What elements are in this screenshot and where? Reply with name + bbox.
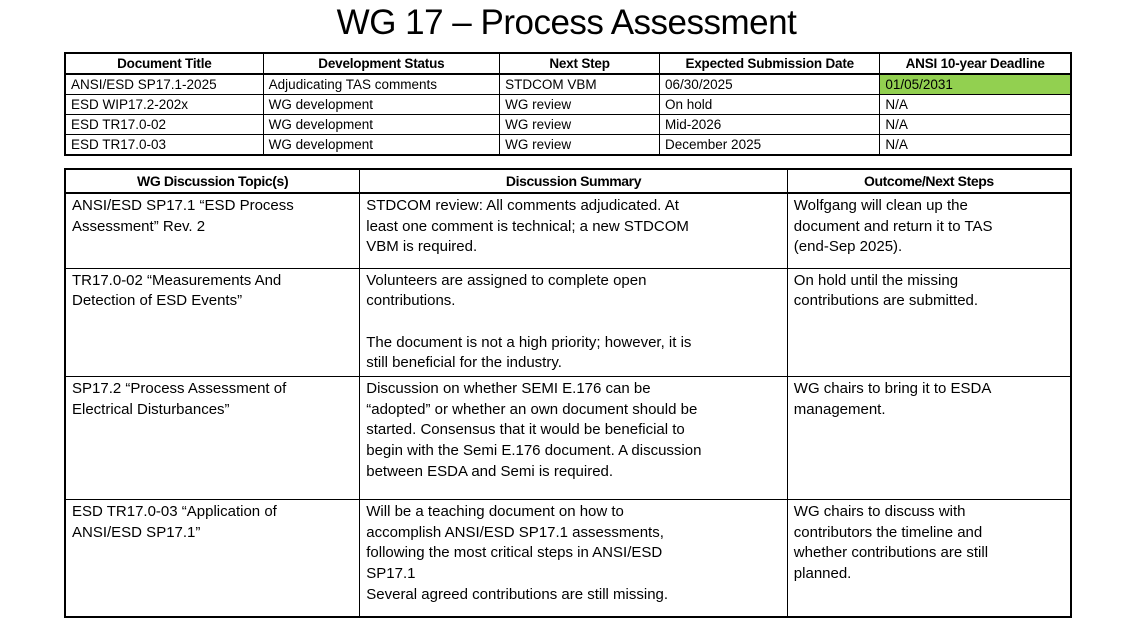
status-cell: ANSI/ESD SP17.1-2025	[64, 73, 264, 95]
status-cell: N/A	[879, 114, 1072, 135]
topic-cell: ANSI/ESD SP17.1 “ESD Process Assessment”…	[64, 192, 361, 269]
status-cell: ESD TR17.0-03	[64, 134, 264, 156]
status-cell: WG development	[262, 134, 501, 156]
discussion-table-container: WG Discussion Topic(s) Discussion Summar…	[64, 168, 1072, 619]
status-cell: 06/30/2025	[659, 73, 881, 95]
summary-cell: Discussion on whether SEMI E.176 can be …	[359, 375, 788, 500]
status-cell: N/A	[879, 134, 1072, 156]
outcome-cell: On hold until the missing contributions …	[786, 267, 1072, 377]
table-header-row: WG Discussion Topic(s) Discussion Summar…	[64, 168, 1072, 194]
summary-cell: STDCOM review: All comments adjudicated.…	[359, 192, 788, 269]
status-cell: STDCOM VBM	[499, 73, 661, 95]
discussion-table: WG Discussion Topic(s) Discussion Summar…	[64, 168, 1072, 619]
status-cell: December 2025	[659, 134, 881, 156]
status-cell: Adjudicating TAS comments	[262, 73, 501, 95]
column-header-expected-submission-date: Expected Submission Date	[659, 52, 881, 75]
outcome-cell: WG chairs to discuss with contributors t…	[786, 498, 1072, 618]
column-header-wg-discussion-topics: WG Discussion Topic(s)	[64, 168, 361, 194]
status-cell: ESD WIP17.2-202x	[64, 94, 264, 115]
table-header-row: Document Title Development Status Next S…	[64, 52, 1072, 75]
table-row: ANSI/ESD SP17.1 “ESD Process Assessment”…	[64, 192, 1072, 269]
status-cell: On hold	[659, 94, 881, 115]
document-status-table-container: Document Title Development Status Next S…	[64, 52, 1072, 156]
status-cell: WG development	[262, 114, 501, 135]
status-cell: N/A	[879, 94, 1072, 115]
summary-cell: Will be a teaching document on how to ac…	[359, 498, 788, 618]
column-header-development-status: Development Status	[262, 52, 501, 75]
summary-cell: Volunteers are assigned to complete open…	[359, 267, 788, 377]
column-header-next-step: Next Step	[499, 52, 661, 75]
column-header-outcome-next-steps: Outcome/Next Steps	[786, 168, 1072, 194]
page-title: WG 17 – Process Assessment	[336, 3, 797, 42]
status-cell: ESD TR17.0-02	[64, 114, 264, 135]
table-row: ESD TR17.0-03 “Application of ANSI/ESD S…	[64, 498, 1072, 618]
status-cell: Mid-2026	[659, 114, 881, 135]
column-header-document-title: Document Title	[64, 52, 264, 75]
status-cell: WG review	[499, 94, 661, 115]
table-row: ESD TR17.0-03 WG development WG review D…	[64, 134, 1072, 156]
status-cell: WG review	[499, 134, 661, 156]
table-row: ESD TR17.0-02 WG development WG review M…	[64, 114, 1072, 135]
topic-cell: TR17.0-02 “Measurements And Detection of…	[64, 267, 361, 377]
table-row: TR17.0-02 “Measurements And Detection of…	[64, 267, 1072, 377]
topic-cell: SP17.2 “Process Assessment of Electrical…	[64, 375, 361, 500]
column-header-ansi-deadline: ANSI 10-year Deadline	[879, 52, 1072, 75]
table-row: ESD WIP17.2-202x WG development WG revie…	[64, 94, 1072, 115]
document-status-table: Document Title Development Status Next S…	[64, 52, 1072, 156]
topic-cell: ESD TR17.0-03 “Application of ANSI/ESD S…	[64, 498, 361, 618]
status-cell: WG development	[262, 94, 501, 115]
outcome-cell: WG chairs to bring it to ESDA management…	[786, 375, 1072, 500]
table-row: ANSI/ESD SP17.1-2025 Adjudicating TAS co…	[64, 73, 1072, 95]
outcome-cell: Wolfgang will clean up the document and …	[786, 192, 1072, 269]
status-cell: WG review	[499, 114, 661, 135]
table-row: SP17.2 “Process Assessment of Electrical…	[64, 375, 1072, 500]
column-header-discussion-summary: Discussion Summary	[359, 168, 788, 194]
status-cell-deadline-highlighted: 01/05/2031	[879, 73, 1072, 95]
